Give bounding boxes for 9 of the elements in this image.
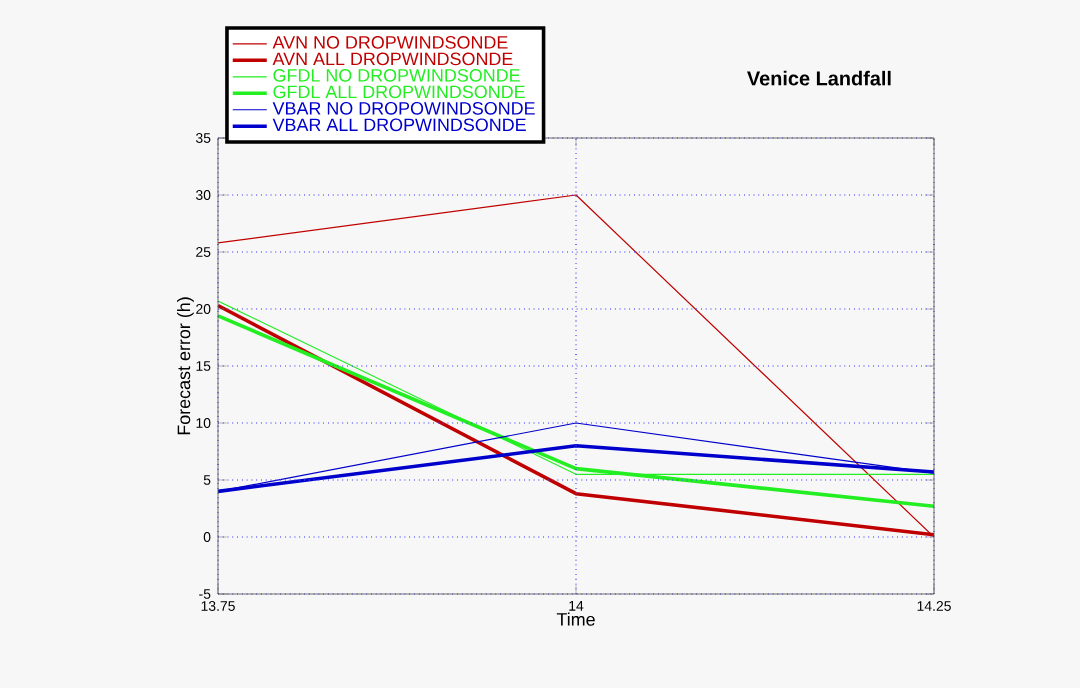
y-axis-title: Forecast error (h) (177, 297, 194, 435)
x-axis-title: Time (556, 612, 595, 626)
chart-title: Venice Landfall (747, 70, 891, 86)
legend-label: GFDL NO DROPWINDSONDE (273, 69, 520, 82)
legend-label: VBAR ALL DROPWINDSONDE (272, 118, 526, 132)
legend-label: GFDL ALL DROPWINDSONDE (273, 85, 525, 99)
legend-label: VBAR NO DROPOWINDSONDE (272, 101, 535, 115)
legend-label: AVN ALL DROPWINDSONDE (272, 52, 513, 66)
legend-label: AVN NO DROPWINDSONDE (272, 36, 508, 49)
